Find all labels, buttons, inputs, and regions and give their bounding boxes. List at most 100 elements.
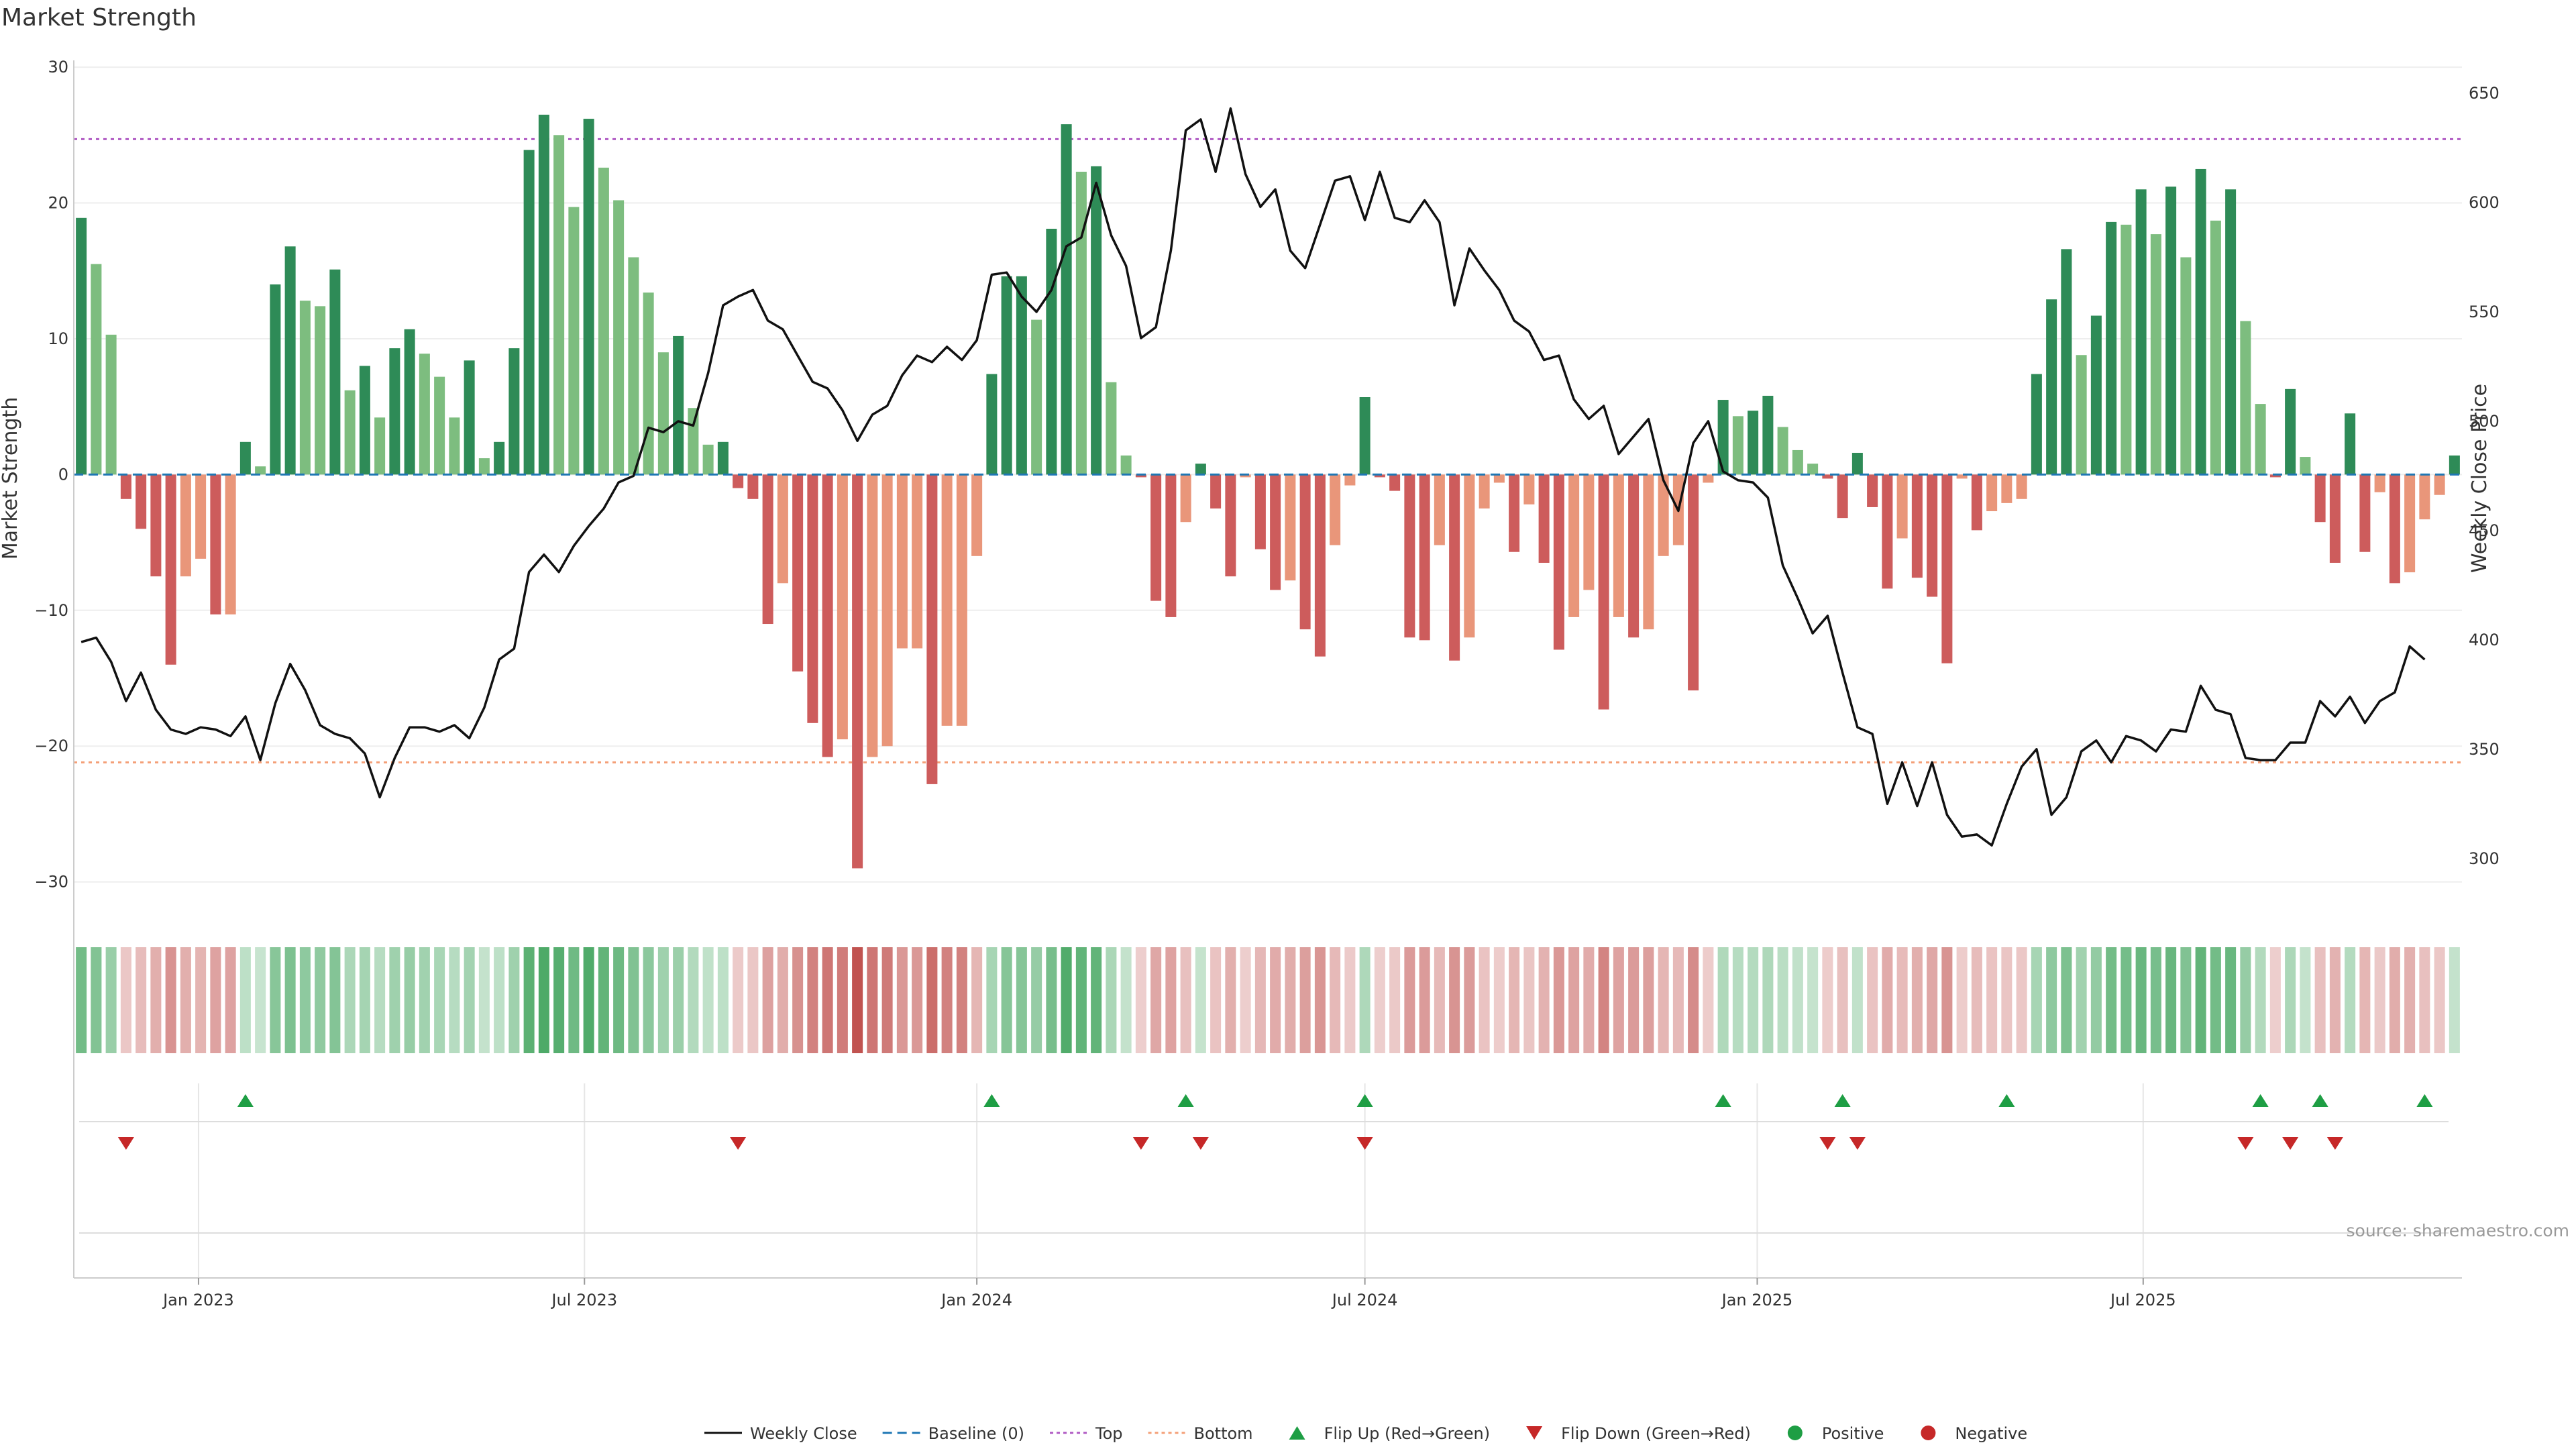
strength-bar — [2135, 189, 2147, 475]
strength-bar — [523, 150, 535, 475]
heat-cell — [1031, 947, 1042, 1053]
heat-cell — [523, 947, 535, 1053]
strength-bar — [374, 417, 386, 475]
heat-cell — [329, 947, 341, 1053]
heat-cell — [1479, 947, 1490, 1053]
strength-bar — [1299, 474, 1311, 630]
heat-cell — [733, 947, 744, 1053]
x-tick-label: Jan 2024 — [940, 1291, 1012, 1309]
strength-bar — [926, 474, 938, 784]
legend-item: Baseline (0) — [882, 1424, 1024, 1443]
heat-cell — [673, 947, 684, 1053]
strength-bar — [434, 376, 445, 475]
legend-item: Negative — [1921, 1424, 2027, 1443]
strength-bar — [150, 474, 162, 577]
heat-cell — [1688, 947, 1699, 1053]
heat-cell — [538, 947, 549, 1053]
strength-bars — [76, 114, 2460, 869]
strength-bar — [1195, 464, 1206, 475]
x-tick-label: Jul 2024 — [1331, 1291, 1398, 1309]
legend-item: Weekly Close — [704, 1424, 857, 1443]
strength-bar — [1180, 474, 1191, 523]
strength-bar — [1419, 474, 1430, 641]
heat-cell — [1837, 947, 1848, 1053]
strength-bar — [717, 441, 729, 475]
heat-cell — [1374, 947, 1385, 1053]
heat-cell — [1643, 947, 1654, 1053]
y2-tick-label: 600 — [2469, 193, 2500, 212]
heat-cell — [1240, 947, 1251, 1053]
strength-bar — [2269, 474, 2281, 478]
strength-bar — [673, 335, 684, 475]
strength-bar — [1285, 474, 1296, 581]
heat-cell — [792, 947, 804, 1053]
heat-cell — [508, 947, 520, 1053]
heat-cell — [583, 947, 594, 1053]
heat-cell — [896, 947, 908, 1053]
heat-cell — [419, 947, 430, 1053]
heat-cell — [1016, 947, 1027, 1053]
heat-cell — [2195, 947, 2206, 1053]
strength-bar — [1941, 474, 1953, 663]
heat-cell — [2434, 947, 2445, 1053]
heat-cell — [2419, 947, 2430, 1053]
strength-bar — [91, 264, 102, 475]
x-tick-label: Jul 2025 — [2109, 1291, 2176, 1309]
strength-bar — [1061, 124, 1072, 475]
heat-cell — [1956, 947, 1968, 1053]
heat-cell — [1419, 947, 1430, 1053]
legend-negative-swatch — [1921, 1426, 1936, 1440]
strength-bar — [1598, 474, 1609, 710]
heat-cell — [284, 947, 296, 1053]
heat-cell — [1807, 947, 1819, 1053]
heat-cell — [1792, 947, 1803, 1053]
strength-bar — [1523, 474, 1535, 504]
legend-item: Bottom — [1148, 1424, 1253, 1443]
strength-bar — [239, 441, 251, 475]
heat-cell — [1449, 947, 1460, 1053]
heat-cell — [464, 947, 475, 1053]
y-tick-label: −10 — [34, 601, 68, 620]
strength-bar — [538, 114, 549, 475]
heat-cell — [1330, 947, 1341, 1053]
strength-bar — [1911, 474, 1923, 578]
flip-up-marker — [2252, 1094, 2269, 1107]
strength-bar — [1479, 474, 1490, 508]
heat-cell — [1150, 947, 1162, 1053]
y2-tick-label: 550 — [2469, 303, 2500, 321]
strength-bar — [2031, 374, 2042, 475]
strength-bar — [165, 474, 176, 665]
strength-bar — [2090, 315, 2102, 475]
strength-bar — [896, 474, 908, 649]
heat-cell — [2255, 947, 2266, 1053]
heat-cell — [1046, 947, 1057, 1053]
heat-cell — [239, 947, 251, 1053]
heat-cell — [852, 947, 863, 1053]
heat-cell — [2106, 947, 2117, 1053]
strength-bar — [1703, 474, 1714, 483]
heat-cell — [1135, 947, 1146, 1053]
threshold-lines — [74, 138, 2462, 764]
heat-cell — [344, 947, 356, 1053]
flip-down-marker — [117, 1137, 134, 1150]
heat-cell — [1851, 947, 1863, 1053]
strength-bar — [1658, 474, 1669, 556]
heat-cell — [1180, 947, 1191, 1053]
heat-cell — [91, 947, 102, 1053]
heat-cell — [404, 947, 415, 1053]
heat-cell — [1404, 947, 1415, 1053]
strength-bar — [195, 474, 207, 559]
heat-cell — [1210, 947, 1222, 1053]
strength-bar — [598, 167, 609, 475]
legend-flip-up-swatch — [1289, 1426, 1305, 1440]
heat-cell — [867, 947, 878, 1053]
heat-cell — [478, 947, 490, 1053]
strength-bar — [2046, 299, 2057, 475]
heat-cell — [777, 947, 788, 1053]
strength-bar — [1359, 397, 1371, 475]
strength-bar — [1986, 474, 1998, 512]
strength-bar — [1613, 474, 1624, 617]
heat-cell — [1314, 947, 1326, 1053]
legend-label: Top — [1095, 1424, 1123, 1443]
